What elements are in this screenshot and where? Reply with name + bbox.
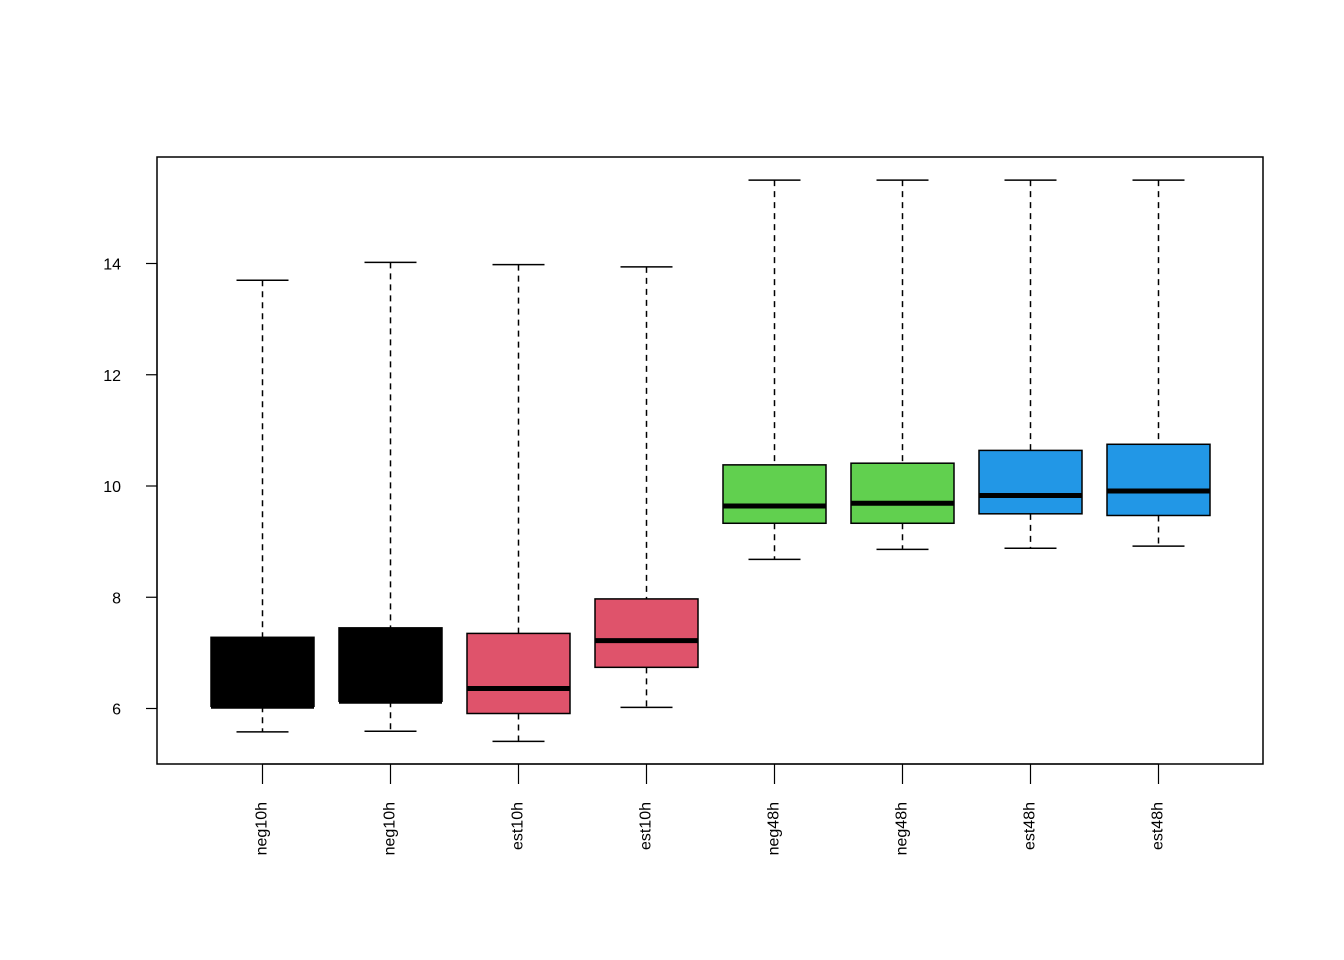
box-body bbox=[978, 449, 1083, 515]
box-body bbox=[210, 636, 315, 708]
x-axis: neg10h neg10h est10h est10h neg48h neg48h est4… bbox=[254, 763, 1167, 855]
box-body bbox=[338, 627, 443, 703]
x-tick-label: neg10h bbox=[254, 802, 271, 855]
y-tick-label: 10 bbox=[103, 479, 121, 496]
box-8 bbox=[1106, 179, 1211, 547]
box-body bbox=[594, 598, 699, 669]
y-tick-label: 8 bbox=[112, 590, 121, 607]
box-7 bbox=[978, 179, 1083, 550]
box-2 bbox=[338, 261, 443, 733]
box-4 bbox=[594, 266, 699, 709]
box-body bbox=[466, 632, 571, 715]
box-body bbox=[850, 462, 955, 525]
y-tick-label: 14 bbox=[103, 257, 121, 274]
box-5 bbox=[722, 179, 827, 561]
x-tick-label: est10h bbox=[638, 802, 655, 850]
y-tick-label: 12 bbox=[103, 368, 121, 385]
x-tick-label: neg48h bbox=[766, 802, 783, 855]
box-1 bbox=[210, 279, 315, 733]
x-tick-label: est48h bbox=[1150, 802, 1167, 850]
x-tick-label: neg10h bbox=[382, 802, 399, 855]
x-tick-label: est48h bbox=[1022, 802, 1039, 850]
box-body bbox=[722, 464, 827, 525]
box-3 bbox=[466, 263, 571, 743]
y-axis: 6 8 10 12 14 bbox=[103, 257, 158, 719]
box-series bbox=[210, 179, 1211, 743]
y-tick-label: 6 bbox=[112, 702, 121, 719]
plot-frame bbox=[156, 156, 1264, 765]
x-tick-label: neg48h bbox=[894, 802, 911, 855]
box-body bbox=[1106, 443, 1211, 517]
box-6 bbox=[850, 179, 955, 551]
x-tick-label: est10h bbox=[510, 802, 527, 850]
